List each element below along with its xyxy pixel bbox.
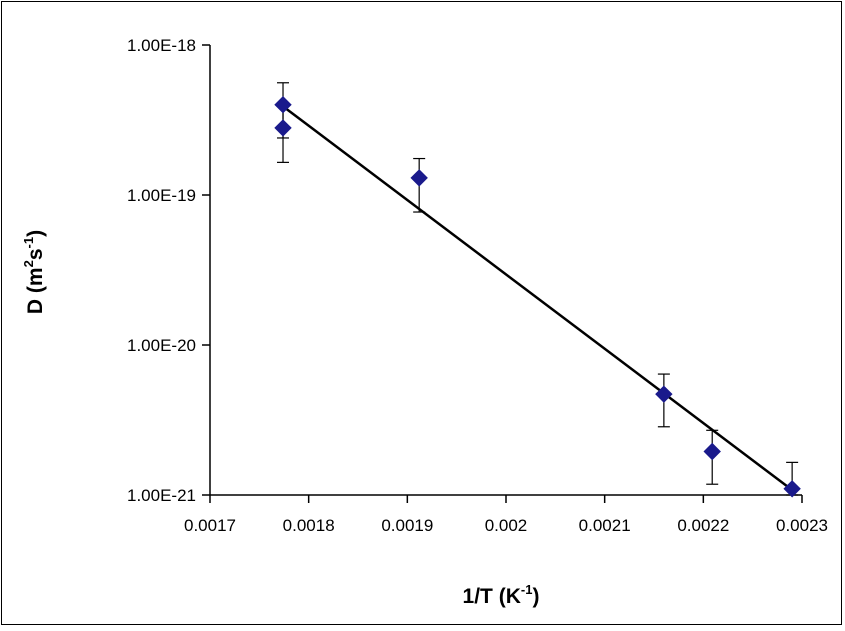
y-tick-label: 1.00E-18 (127, 36, 196, 55)
data-point (274, 119, 292, 137)
trendline-group (282, 105, 793, 491)
y-tick-label: 1.00E-20 (127, 336, 196, 355)
data-point (274, 95, 292, 114)
x-tick-label: 0.0022 (677, 516, 729, 535)
data-point (783, 480, 801, 498)
data-point (703, 442, 721, 461)
axes (202, 44, 803, 503)
x-tick-label: 0.0017 (184, 516, 236, 535)
y-tick-labels: 1.00E-18 1.00E-19 1.00E-20 1.00E-21 (127, 36, 196, 505)
x-tick-labels: 0.0017 0.0018 0.0019 0.002 0.0021 0.0022 0.002… (184, 516, 828, 535)
y-tick-label: 1.00E-19 (127, 186, 196, 205)
x-tick-label: 0.0021 (579, 516, 631, 535)
x-tick-label: 0.002 (485, 516, 528, 535)
error-bars (277, 82, 799, 496)
data-points (274, 95, 801, 498)
x-tick-label: 0.0018 (283, 516, 335, 535)
x-tick-label: 0.0019 (381, 516, 433, 535)
y-axis-title: D (m2s-1) (21, 230, 47, 314)
data-point (410, 169, 428, 187)
trendline (282, 105, 793, 491)
y-tick-label: 1.00E-21 (127, 486, 196, 505)
data-point (655, 385, 673, 403)
x-axis-title: 1/T (K-1) (463, 582, 540, 608)
x-tick-label: 0.0023 (776, 516, 828, 535)
